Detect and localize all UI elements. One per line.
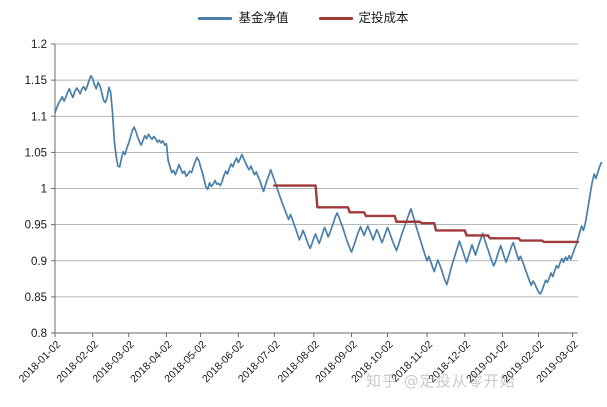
series-line-nav — [54, 74, 603, 295]
y-axis-ticks: 1.2 1.15 1.1 1.05 1 0.95 0.9 0.85 0.8 — [25, 39, 55, 340]
y-tick-label: 0.95 — [25, 220, 47, 232]
legend-entry-nav[interactable]: 基金净值 — [198, 9, 289, 25]
y-tick-label: 1.2 — [31, 39, 47, 51]
y-tick-label: 1 — [41, 184, 47, 196]
y-tick-label: 0.85 — [25, 292, 47, 304]
y-tick-label: 1.1 — [31, 111, 47, 123]
chart-legend: 基金净值 定投成本 — [0, 6, 607, 30]
legend-swatch-cost — [318, 16, 353, 20]
y-tick-label: 1.05 — [25, 147, 47, 159]
legend-label-nav: 基金净值 — [238, 9, 289, 25]
y-tick-label: 0.8 — [31, 328, 47, 340]
y-tick-label: 0.9 — [31, 256, 47, 268]
gridlines — [55, 43, 578, 298]
x-axis-ticks: 2018-01-022018-02-022018-03-022018-04-02… — [17, 333, 581, 385]
y-tick-label: 1.15 — [25, 75, 47, 87]
series-line-cost — [273, 184, 580, 244]
legend-label-cost: 定投成本 — [358, 9, 409, 25]
data-series — [54, 74, 603, 295]
legend-entry-cost[interactable]: 定投成本 — [318, 9, 409, 25]
legend-swatch-nav — [198, 16, 233, 20]
